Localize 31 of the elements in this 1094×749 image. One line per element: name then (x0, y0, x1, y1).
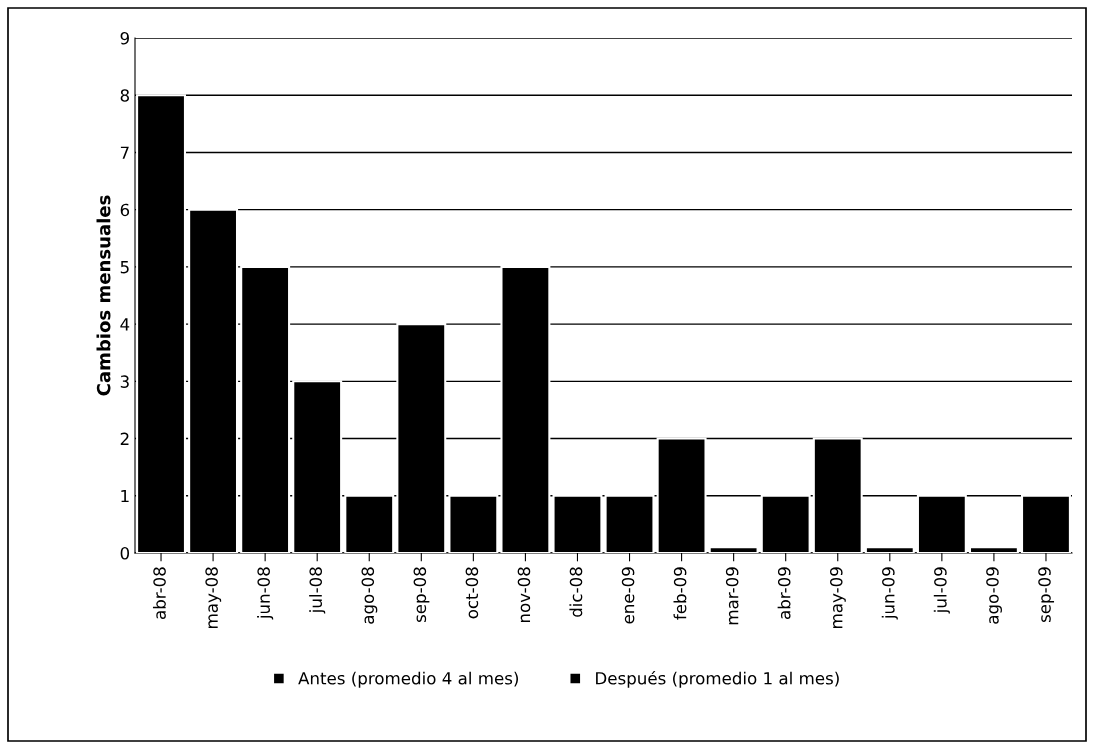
y-tick-label: 3 (120, 375, 129, 388)
x-tick-label: ago-09 (986, 567, 1002, 624)
x-tick-label: ene-09 (621, 567, 635, 624)
x-tick-label: nov-08 (517, 567, 531, 623)
x-tick-label: jun-08 (257, 567, 274, 620)
x-tick-label: feb-09 (673, 567, 687, 620)
legend-label: Después (promedio 1 al mes) (596, 671, 839, 688)
x-tick-label: ago-08 (361, 567, 378, 624)
legend-label: Antes (promedio 4 al mes) (298, 671, 519, 688)
x-tick-label: may-09 (829, 567, 846, 628)
x-tick-label: mar-09 (725, 567, 739, 625)
y-tick-label: 0 (120, 546, 130, 560)
x-tick-label: jun-09 (881, 567, 898, 620)
x-tick-label: oct-08 (465, 567, 479, 619)
x-tick-label: jul-09 (933, 567, 950, 614)
y-tick-label: 9 (120, 31, 129, 45)
y-tick-label: 8 (120, 89, 129, 102)
x-tick-label: sep-09 (1038, 567, 1055, 623)
x-tick-label: may-08 (205, 567, 222, 628)
y-tick-label: 7 (120, 146, 129, 159)
y-tick-label: 6 (120, 203, 130, 217)
x-tick-label: jul-08 (309, 567, 326, 614)
y-tick-label: 2 (120, 432, 129, 445)
x-tick-label: dic-08 (569, 567, 583, 617)
x-tick-label: abr-09 (777, 567, 791, 619)
y-axis-title: Cambios mensuales (96, 195, 111, 396)
y-tick-label: 4 (120, 318, 130, 331)
y-tick-label: 5 (120, 261, 129, 274)
x-tick-label: abr-08 (152, 567, 166, 619)
x-tick-label: sep-08 (413, 567, 430, 623)
y-tick-label: 1 (121, 489, 129, 503)
